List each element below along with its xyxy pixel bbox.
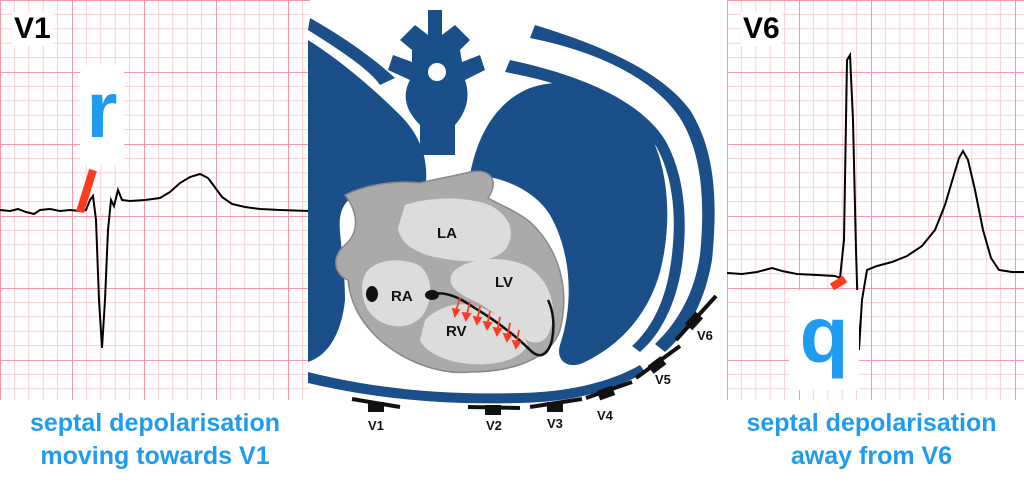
left-atrium [398, 198, 511, 262]
v6-caption-line1: septal depolarisation [746, 409, 997, 437]
svc-dot [366, 286, 378, 302]
v6-q-wave-highlight [829, 275, 848, 291]
v4-electrode-label: V4 [597, 408, 614, 423]
v5-electrode-label: V5 [655, 372, 671, 387]
v6-caption: septal depolarisation away from V6 [719, 407, 1024, 473]
v6-ecg-panel: V6 q septal depolarisation away from V6 [719, 0, 1024, 485]
v1-caption-line1: septal depolarisation [29, 409, 281, 437]
left-ventricle [450, 258, 554, 343]
r-wave-label: r [80, 65, 124, 165]
chest-lead-electrodes [351, 294, 718, 415]
v1-caption-line2: moving towards V1 [40, 442, 270, 470]
v1-ecg-panel: V1 r septal depolarisation moving toward… [0, 0, 310, 485]
septal-conduction-pathway [427, 292, 555, 357]
ra-label: RA [391, 288, 413, 305]
right-ventricle [420, 304, 528, 365]
v6-electrode-label: V6 [697, 328, 713, 343]
v1-grid-area [0, 0, 310, 400]
heart-diagram-svg: LA LV RA RV V1 V2 V3 V4 V5 V6 [308, 10, 718, 433]
v1-r-wave-highlight [76, 168, 97, 214]
v1-electrode-label: V1 [368, 418, 384, 433]
chest-wall-bottom [308, 365, 645, 404]
v1-ecg-trace [0, 172, 310, 349]
heart-cross-section: LA LV RA RV V1 V2 V3 V4 V5 V6 [305, 0, 730, 485]
v3-electrode-label: V3 [547, 416, 563, 431]
lv-label: LV [495, 274, 513, 291]
v6-lead-title: V6 [741, 12, 782, 46]
trachea [388, 10, 485, 155]
v1-ecg-grid [0, 0, 310, 400]
septal-depolarisation-arrows [451, 297, 522, 350]
right-atrium [362, 260, 431, 327]
v6-ecg-trace [727, 51, 1024, 351]
v6-caption-line2: away from V6 [790, 442, 953, 470]
left-lung [470, 82, 668, 366]
trachea-lumen [428, 63, 446, 81]
la-label: LA [437, 225, 457, 242]
v1-lead-title: V1 [12, 12, 53, 46]
v2-electrode-label: V2 [486, 418, 502, 433]
v6-ecg-grid [727, 0, 1024, 400]
av-node-dot [425, 290, 439, 300]
chest-wall-outer [308, 18, 395, 85]
v6-grid-area [727, 0, 1024, 400]
v1-caption: septal depolarisation moving towards V1 [0, 407, 310, 473]
right-lung [308, 40, 427, 362]
rv-label: RV [446, 323, 467, 340]
q-wave-label: q [789, 290, 859, 390]
